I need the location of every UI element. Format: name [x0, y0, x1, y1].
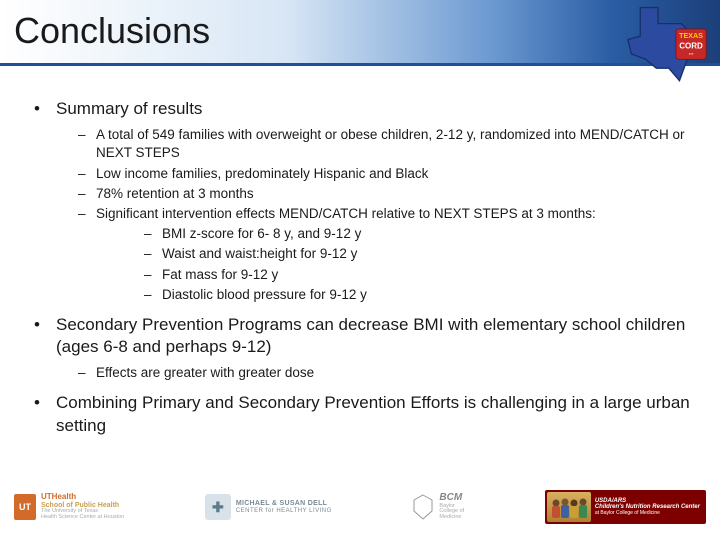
- bullet-l2: Effects are greater with greater dose: [78, 364, 700, 382]
- title-bar: Conclusions: [0, 0, 720, 66]
- svg-text:TEXAS: TEXAS: [679, 32, 703, 40]
- bcm-mark-icon: [412, 494, 434, 520]
- logo-dell: ✚ MICHAEL & SUSAN DELL CENTER for HEALTH…: [205, 494, 332, 520]
- logo-bcm: BCM Baylor College of Medicine: [412, 493, 464, 521]
- logo-text: UTHealth School of Public Health The Uni…: [41, 493, 124, 520]
- bullet-l1: Secondary Prevention Programs can decrea…: [34, 314, 700, 358]
- title-underline: [0, 63, 720, 66]
- bullet-l1: Summary of results: [34, 98, 700, 120]
- bullet-l3: Waist and waist:height for 9-12 y: [144, 245, 700, 263]
- footer-logos: UT UTHealth School of Public Health The …: [0, 480, 720, 534]
- uthealth-mark-icon: UT: [14, 494, 36, 520]
- logo-line: CENTER for HEALTHY LIVING: [236, 508, 332, 514]
- logo-text: MICHAEL & SUSAN DELL CENTER for HEALTHY …: [236, 500, 332, 514]
- logo-cnrc: USDA/ARS Children's Nutrition Research C…: [545, 490, 706, 524]
- logo-mark-text: ✚: [212, 499, 224, 516]
- svg-text:•••: •••: [689, 52, 694, 57]
- bullet-l2: Significant intervention effects MEND/CA…: [78, 205, 700, 223]
- logo-uthealth: UT UTHealth School of Public Health The …: [14, 493, 124, 520]
- logo-line: MICHAEL & SUSAN DELL: [236, 500, 332, 507]
- bullet-l3: Fat mass for 9-12 y: [144, 266, 700, 284]
- logo-text: USDA/ARS Children's Nutrition Research C…: [595, 498, 700, 517]
- bullet-l2: Low income families, predominately Hispa…: [78, 165, 700, 183]
- texas-badge-icon: TEXAS CORD •••: [622, 4, 712, 86]
- logo-subline: Health Science Center at Houston: [41, 515, 124, 521]
- logo-mark-text: UT: [19, 502, 31, 512]
- bullet-l1: Combining Primary and Secondary Preventi…: [34, 392, 700, 436]
- slide-body: Summary of results A total of 549 famili…: [0, 88, 720, 443]
- bullet-l2: A total of 549 families with overweight …: [78, 126, 700, 162]
- cnrc-kids-icon: [547, 492, 591, 522]
- logo-line: USDA/ARS: [595, 498, 700, 505]
- logo-text: BCM Baylor College of Medicine: [439, 493, 464, 521]
- svg-text:CORD: CORD: [679, 42, 703, 51]
- logo-line: UTHealth: [41, 493, 124, 501]
- bullet-l3: BMI z-score for 6- 8 y, and 9-12 y: [144, 225, 700, 243]
- bullet-l2: 78% retention at 3 months: [78, 185, 700, 203]
- slide-title: Conclusions: [14, 10, 210, 52]
- logo-subline: at Baylor College of Medicine: [595, 511, 700, 517]
- dell-mark-icon: ✚: [205, 494, 231, 520]
- logo-subline: Medicine: [439, 515, 464, 521]
- bullet-l3: Diastolic blood pressure for 9-12 y: [144, 286, 700, 304]
